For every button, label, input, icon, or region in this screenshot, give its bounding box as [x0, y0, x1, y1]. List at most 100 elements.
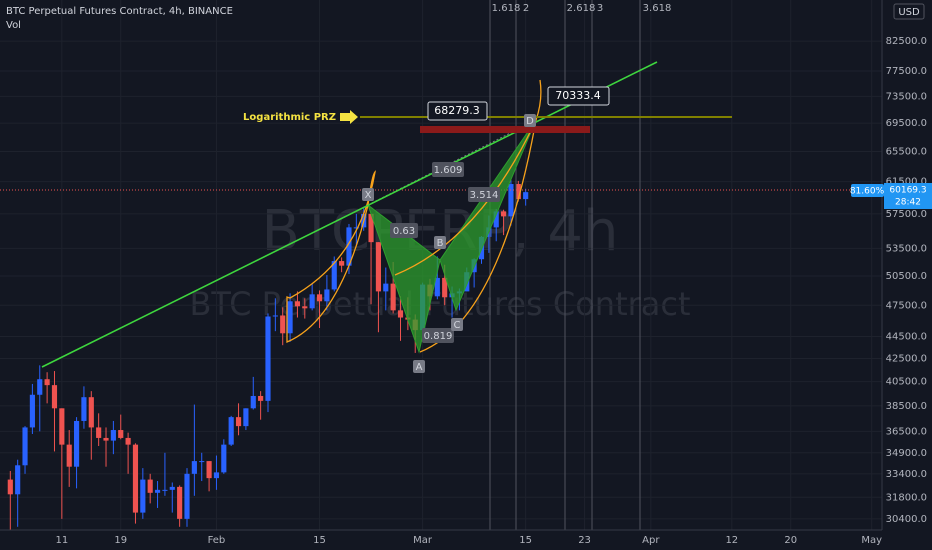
- candle-body: [206, 461, 212, 479]
- fib-label: 1.618: [492, 3, 521, 14]
- point-label: C: [454, 320, 461, 331]
- watermark-subtitle: BTC Perpetual Futures Contract: [189, 285, 690, 323]
- ratio-box: [422, 328, 454, 343]
- candle-body: [397, 310, 404, 318]
- candle-body: [59, 408, 65, 445]
- y-tick-label: 61500.0: [886, 177, 927, 188]
- x-tick-label: 12: [725, 535, 738, 546]
- candle-body: [199, 461, 205, 463]
- y-tick-label: 69500.0: [886, 118, 927, 129]
- candle-body: [339, 261, 345, 266]
- candle-body: [37, 379, 43, 395]
- y-tick-label: 73500.0: [886, 91, 927, 102]
- last-price-box: [884, 183, 932, 209]
- price-box: [427, 101, 488, 121]
- pattern-xd: [367, 119, 537, 206]
- ratio-label: 1.609: [434, 165, 463, 176]
- x-tick-label: 11: [55, 535, 68, 546]
- y-tick-label: 36500.0: [886, 426, 927, 437]
- candle-body: [442, 277, 448, 298]
- point-label: B: [437, 238, 444, 249]
- ratio-box: [390, 223, 418, 238]
- candle-body: [272, 315, 278, 317]
- candle-body: [44, 379, 50, 386]
- currency-label[interactable]: USD: [898, 7, 920, 18]
- point-box: [362, 188, 374, 201]
- price-box: [547, 86, 610, 106]
- fib-label: 2: [523, 3, 529, 14]
- candle-body: [309, 294, 315, 309]
- price-label: 68279.3: [434, 104, 480, 117]
- fib-label: 3: [597, 3, 603, 14]
- candle-body: [154, 489, 161, 493]
- ratio-box: [432, 162, 464, 177]
- candle-body: [324, 289, 330, 302]
- y-tick-label: 31800.0: [886, 492, 927, 503]
- candle-body: [132, 444, 139, 513]
- point-label: X: [365, 190, 372, 201]
- candle-body: [250, 395, 256, 409]
- point-box: [434, 236, 446, 249]
- candle-body: [177, 486, 183, 519]
- candle-body: [243, 408, 249, 427]
- candle-body: [523, 192, 529, 200]
- candle-body: [162, 489, 168, 491]
- ratio-label: 0.63: [393, 226, 415, 237]
- candle-body: [287, 301, 293, 334]
- point-box: [413, 360, 425, 373]
- candle-body: [169, 486, 175, 490]
- y-tick-label: 50500.0: [886, 271, 927, 282]
- candle-body: [331, 261, 337, 290]
- candle-body: [353, 227, 359, 229]
- candle-body: [280, 315, 286, 334]
- time-axis: [0, 530, 882, 550]
- candle-body: [515, 184, 521, 200]
- y-tick-label: 47500.0: [886, 300, 927, 311]
- candle-body: [235, 417, 242, 427]
- indicator-label: Vol: [6, 20, 21, 31]
- candle-body: [434, 277, 440, 297]
- candle-body: [88, 397, 94, 428]
- point-box: [524, 114, 536, 127]
- change-box: [851, 184, 884, 197]
- drawings: 1.618 2 2.618 3 3.618 Logarithmic PRZ 68…: [0, 0, 882, 530]
- y-tick-label: 82500.0: [886, 36, 927, 47]
- point-label: D: [526, 116, 534, 127]
- candle-body: [140, 479, 146, 513]
- candle-body: [508, 184, 514, 217]
- countdown: 28:42: [895, 198, 921, 208]
- candle-body: [7, 479, 13, 495]
- candle-body: [258, 395, 264, 401]
- y-tick-label: 44500.0: [886, 332, 927, 343]
- candle-body: [302, 306, 308, 309]
- y-tick-label: 30400.0: [886, 514, 927, 525]
- candle-body: [118, 430, 124, 438]
- currency-button[interactable]: [893, 3, 925, 20]
- point-box: [451, 318, 463, 331]
- price-label: 70333.4: [555, 89, 601, 102]
- x-tick-label: 19: [114, 535, 127, 546]
- candle-body: [73, 420, 80, 467]
- x-tick-label: Apr: [642, 535, 660, 546]
- arc: [286, 170, 376, 343]
- watermark: BTCPERP, 4h: [262, 199, 619, 264]
- axes: 82500.0 77500.0 73500.0 69500.0 65500.0 61500…: [55, 36, 927, 546]
- ratio-label: 0.819: [424, 331, 453, 342]
- y-tick-label: 34900.0: [886, 448, 927, 459]
- candle-body: [191, 461, 197, 474]
- candle-body: [103, 437, 109, 441]
- fib-label: 2.618: [567, 3, 596, 14]
- candle-body: [22, 427, 28, 466]
- candle-body: [51, 385, 58, 409]
- candle-body: [346, 227, 352, 266]
- grid: [0, 0, 882, 530]
- x-tick-label: Feb: [208, 535, 226, 546]
- last-price-label: 60169.3: [889, 186, 926, 196]
- candle-body: [368, 213, 374, 243]
- candle-body: [228, 417, 234, 445]
- x-tick-label: 15: [519, 535, 532, 546]
- candle-body: [125, 437, 131, 445]
- price-axis: [882, 0, 932, 550]
